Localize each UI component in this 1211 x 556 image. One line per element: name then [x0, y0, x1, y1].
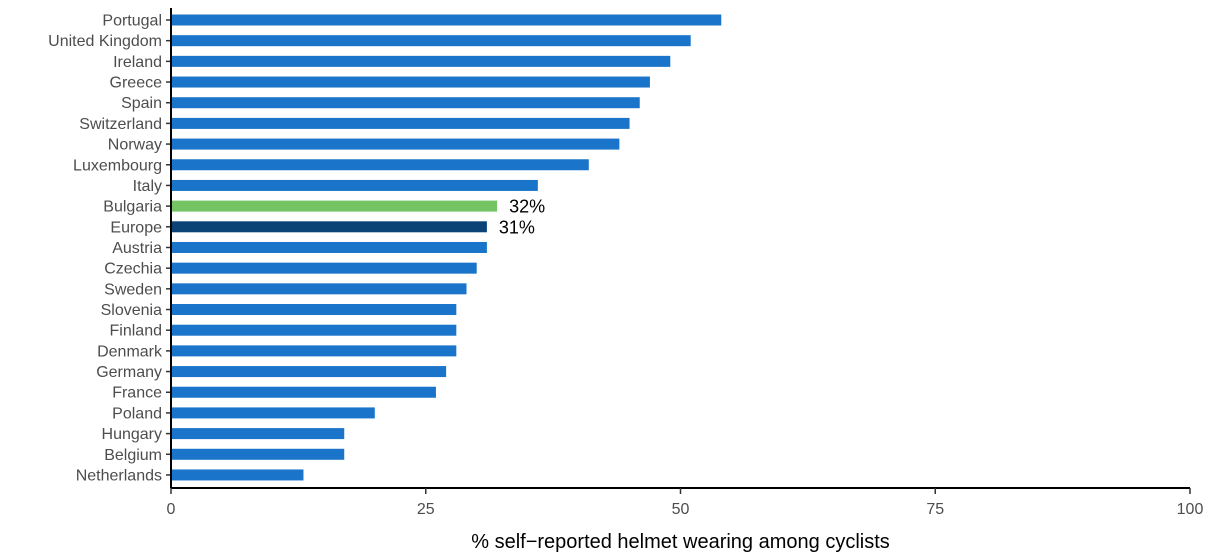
- category-label-denmark: Denmark: [97, 343, 163, 360]
- category-label-spain: Spain: [121, 95, 162, 112]
- bar-sweden: [171, 283, 467, 295]
- bar-poland: [171, 407, 375, 419]
- bar-belgium: [171, 448, 345, 460]
- bar-united-kingdom: [171, 35, 691, 47]
- x-tick-label-100: 100: [1177, 501, 1204, 518]
- category-label-czechia: Czechia: [104, 261, 162, 278]
- x-axis-ticks: 0 25 50 75 100: [167, 488, 1204, 518]
- category-label-france: France: [112, 385, 162, 402]
- x-tick-label-75: 75: [926, 501, 944, 518]
- category-labels: Portugal United Kingdom Ireland Greece Spain…: [48, 13, 171, 484]
- bar-hungary: [171, 428, 345, 440]
- data-label-bulgaria: 32%: [509, 197, 545, 217]
- x-tick-label-25: 25: [417, 501, 435, 518]
- bar-europe: [171, 221, 487, 233]
- bar-greece: [171, 76, 650, 88]
- category-label-ireland: Ireland: [113, 54, 162, 71]
- category-label-netherlands: Netherlands: [76, 467, 162, 484]
- data-labels: 32%31%: [499, 197, 545, 238]
- category-label-portugal: Portugal: [102, 13, 162, 30]
- category-label-luxembourg: Luxembourg: [73, 157, 162, 174]
- bar-slovenia: [171, 304, 457, 316]
- category-label-slovenia: Slovenia: [101, 302, 162, 319]
- bar-luxembourg: [171, 159, 589, 171]
- x-tick-label-50: 50: [672, 501, 690, 518]
- x-tick-label-0: 0: [167, 501, 176, 518]
- category-label-sweden: Sweden: [104, 281, 162, 298]
- bar-ireland: [171, 55, 671, 67]
- bar-finland: [171, 324, 457, 336]
- category-label-austria: Austria: [112, 240, 162, 257]
- bar-portugal: [171, 14, 722, 26]
- bar-italy: [171, 179, 538, 191]
- bar-czechia: [171, 262, 477, 274]
- category-label-united-kingdom: United Kingdom: [48, 33, 162, 50]
- bar-switzerland: [171, 117, 630, 129]
- category-label-greece: Greece: [110, 75, 163, 92]
- category-label-bulgaria: Bulgaria: [103, 199, 162, 216]
- bars-group: [171, 14, 722, 481]
- bar-norway: [171, 138, 620, 150]
- category-label-hungary: Hungary: [102, 426, 162, 443]
- category-label-germany: Germany: [96, 364, 162, 381]
- bar-denmark: [171, 345, 457, 357]
- category-label-norway: Norway: [108, 137, 162, 154]
- category-label-poland: Poland: [112, 405, 162, 422]
- x-axis-title: % self−reported helmet wearing among cyc…: [471, 531, 890, 553]
- bar-germany: [171, 366, 447, 378]
- bar-bulgaria: [171, 200, 498, 212]
- category-label-belgium: Belgium: [104, 447, 162, 464]
- category-label-finland: Finland: [110, 323, 162, 340]
- data-label-europe: 31%: [499, 217, 535, 237]
- bar-france: [171, 386, 436, 398]
- category-label-europe: Europe: [110, 219, 162, 236]
- bar-austria: [171, 241, 487, 253]
- category-label-switzerland: Switzerland: [79, 116, 162, 133]
- bar-spain: [171, 97, 640, 109]
- category-label-italy: Italy: [133, 178, 162, 195]
- bar-netherlands: [171, 469, 304, 481]
